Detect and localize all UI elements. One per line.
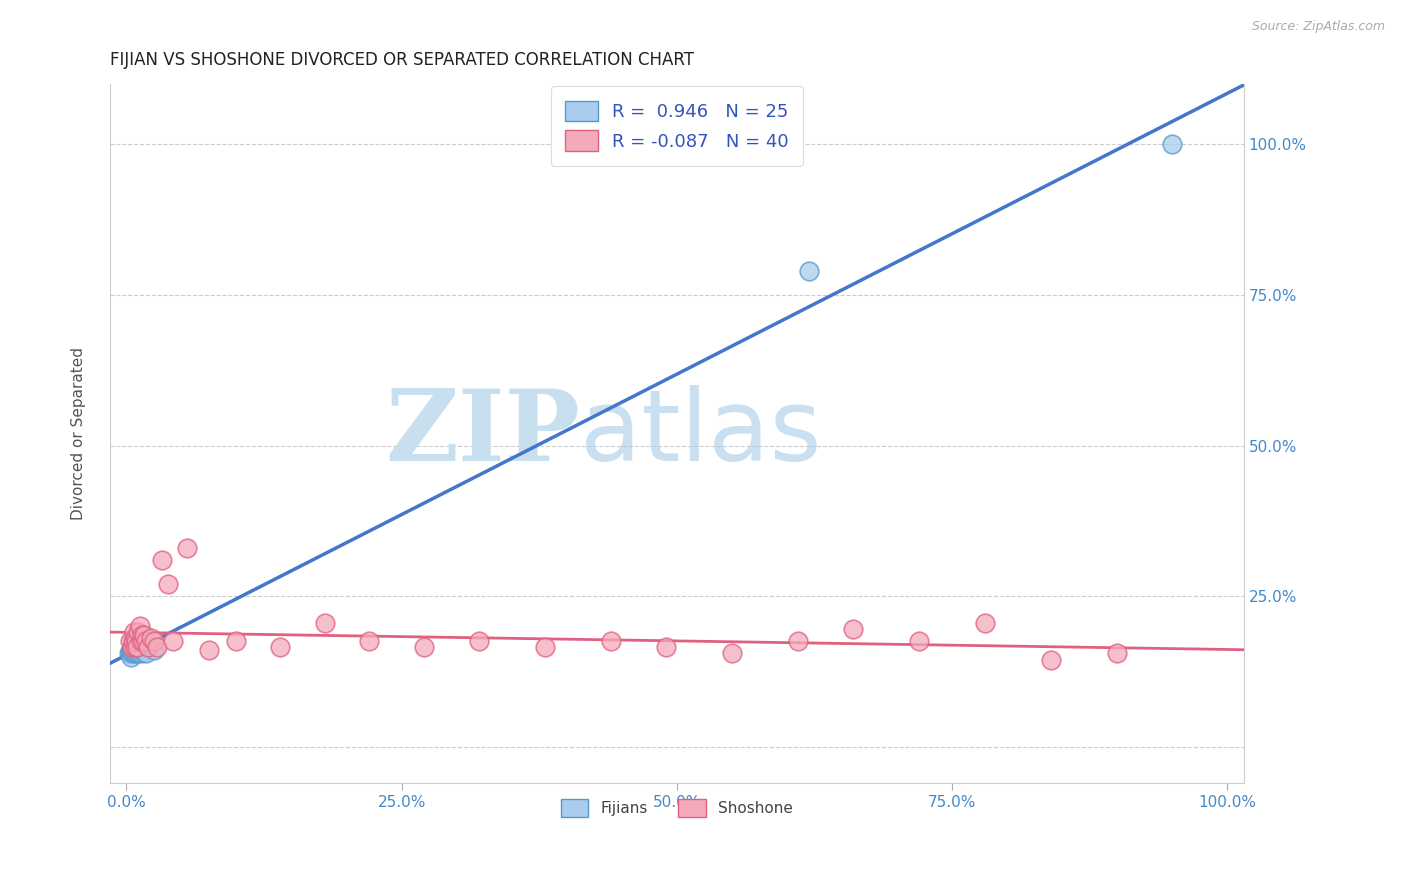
Point xyxy=(124,640,146,655)
Point xyxy=(122,625,145,640)
Point xyxy=(135,634,157,648)
Point xyxy=(139,632,162,646)
Point xyxy=(131,642,153,657)
Point xyxy=(176,541,198,555)
Point xyxy=(121,640,143,655)
Point xyxy=(1040,652,1063,666)
Point xyxy=(162,634,184,648)
Point xyxy=(122,643,145,657)
Point xyxy=(121,647,143,661)
Point xyxy=(655,640,678,655)
Point xyxy=(357,634,380,648)
Text: Source: ZipAtlas.com: Source: ZipAtlas.com xyxy=(1251,20,1385,33)
Point xyxy=(142,643,165,657)
Legend: Fijians, Shoshone: Fijians, Shoshone xyxy=(553,791,800,824)
Point xyxy=(118,645,141,659)
Point xyxy=(129,647,152,661)
Point xyxy=(127,647,149,661)
Point xyxy=(122,645,145,659)
Point xyxy=(1107,647,1129,661)
Point xyxy=(314,616,336,631)
Text: ZIP: ZIP xyxy=(385,385,581,482)
Point xyxy=(138,640,160,655)
Point xyxy=(127,639,149,653)
Point xyxy=(132,645,155,659)
Point xyxy=(842,623,865,637)
Point xyxy=(118,634,141,648)
Point xyxy=(198,643,221,657)
Point xyxy=(125,642,148,657)
Point xyxy=(122,639,145,653)
Point xyxy=(127,645,149,659)
Point xyxy=(132,628,155,642)
Point xyxy=(131,628,153,642)
Point xyxy=(125,634,148,648)
Text: atlas: atlas xyxy=(581,385,823,482)
Point xyxy=(135,647,157,661)
Point xyxy=(150,553,173,567)
Point xyxy=(157,577,180,591)
Point xyxy=(269,640,291,655)
Point xyxy=(787,634,810,648)
Point xyxy=(132,634,155,648)
Point xyxy=(132,640,155,655)
Point xyxy=(120,649,142,664)
Point xyxy=(127,640,149,655)
Point xyxy=(117,647,139,661)
Point xyxy=(908,634,931,648)
Point xyxy=(721,647,744,661)
Point xyxy=(146,640,169,655)
Point xyxy=(127,625,149,640)
Point xyxy=(412,640,434,655)
Text: FIJIAN VS SHOSHONE DIVORCED OR SEPARATED CORRELATION CHART: FIJIAN VS SHOSHONE DIVORCED OR SEPARATED… xyxy=(110,51,693,69)
Point xyxy=(122,637,145,651)
Point xyxy=(797,264,820,278)
Point xyxy=(121,640,143,655)
Point xyxy=(128,619,150,633)
Point xyxy=(974,616,997,631)
Point xyxy=(225,634,247,648)
Point xyxy=(120,642,142,657)
Point xyxy=(467,634,489,648)
Point xyxy=(129,634,152,648)
Point xyxy=(533,640,555,655)
Point xyxy=(124,632,146,646)
Y-axis label: Divorced or Separated: Divorced or Separated xyxy=(72,347,86,520)
Point xyxy=(1161,137,1184,152)
Point xyxy=(124,647,146,661)
Point xyxy=(122,634,145,648)
Point xyxy=(599,634,621,648)
Point xyxy=(142,634,165,648)
Point xyxy=(124,636,146,650)
Point xyxy=(128,640,150,655)
